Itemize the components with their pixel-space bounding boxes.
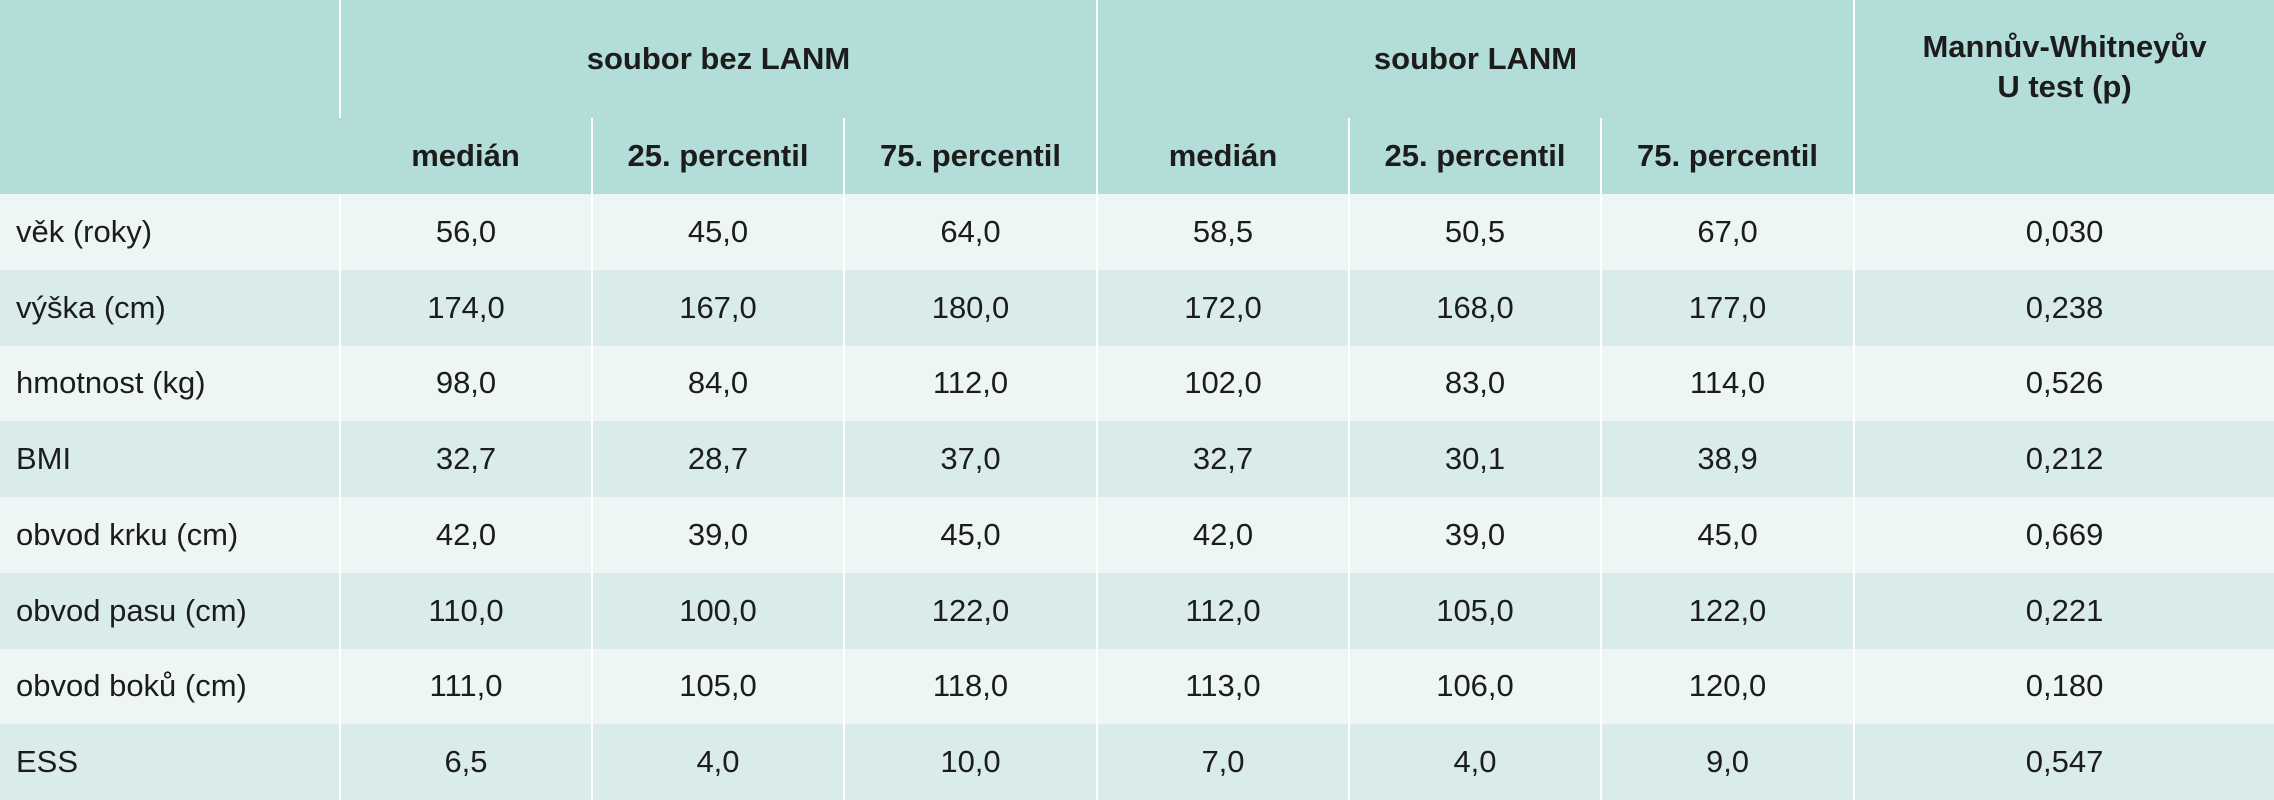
p-value-cell: 0,526 xyxy=(1853,345,2274,422)
header-p25-with: 25. percentil xyxy=(1348,118,1601,194)
table-cell: 67,0 xyxy=(1599,194,1855,270)
table-cell: 100,0 xyxy=(591,572,844,649)
table-cell: 4,0 xyxy=(591,724,844,800)
table-row: hmotnost (kg) 98,0 84,0 112,0 102,0 83,0… xyxy=(0,345,2274,422)
p-value-cell: 0,547 xyxy=(1853,724,2274,800)
table-row: ESS 6,5 4,0 10,0 7,0 4,0 9,0 0,547 xyxy=(0,724,2274,800)
table-cell: 42,0 xyxy=(339,497,592,573)
table-cell: 30,1 xyxy=(1348,421,1601,497)
row-label: výška (cm) xyxy=(0,269,340,346)
row-label: hmotnost (kg) xyxy=(0,345,340,422)
table-cell: 45,0 xyxy=(1599,497,1855,573)
table-cell: 39,0 xyxy=(1348,497,1601,573)
table-cell: 113,0 xyxy=(1096,648,1349,725)
table-cell: 172,0 xyxy=(1096,269,1349,346)
table-cell: 118,0 xyxy=(843,648,1097,725)
table-cell: 45,0 xyxy=(843,497,1097,573)
header-median-without: medián xyxy=(340,118,592,194)
p-value-cell: 0,212 xyxy=(1853,421,2274,497)
header-p75-without: 75. percentil xyxy=(843,118,1097,194)
p-value-cell: 0,238 xyxy=(1853,269,2274,346)
table-cell: 50,5 xyxy=(1348,194,1601,270)
table-cell: 28,7 xyxy=(591,421,844,497)
p-value-cell: 0,669 xyxy=(1853,497,2274,573)
header-group-with-lanm: soubor LANM xyxy=(1095,0,1855,118)
header-p75-with: 75. percentil xyxy=(1599,118,1855,194)
table-cell: 167,0 xyxy=(591,269,844,346)
table-cell: 112,0 xyxy=(843,345,1097,422)
row-label: obvod boků (cm) xyxy=(0,648,340,725)
table-cell: 32,7 xyxy=(1096,421,1349,497)
table-cell: 39,0 xyxy=(591,497,844,573)
table-cell: 112,0 xyxy=(1096,572,1349,649)
table-cell: 45,0 xyxy=(591,194,844,270)
table-cell: 32,7 xyxy=(339,421,592,497)
table-cell: 58,5 xyxy=(1096,194,1349,270)
table-cell: 105,0 xyxy=(591,648,844,725)
table-row: obvod boků (cm) 111,0 105,0 118,0 113,0 … xyxy=(0,648,2274,725)
table-cell: 6,5 xyxy=(339,724,592,800)
p-value-cell: 0,221 xyxy=(1853,572,2274,649)
table-cell: 122,0 xyxy=(1599,572,1855,649)
table-cell: 4,0 xyxy=(1348,724,1601,800)
table-cell: 106,0 xyxy=(1348,648,1601,725)
header-corner-cell xyxy=(0,0,340,194)
header-row-groups: soubor bez LANM soubor LANM Mannův-Whitn… xyxy=(0,0,2274,194)
table-cell: 38,9 xyxy=(1599,421,1855,497)
table-cell: 102,0 xyxy=(1096,345,1349,422)
table-cell: 10,0 xyxy=(843,724,1097,800)
table-cell: 122,0 xyxy=(843,572,1097,649)
header-row-subcolumns: medián 25. percentil 75. percentil mediá… xyxy=(0,118,2274,194)
table-cell: 110,0 xyxy=(339,572,592,649)
table-row: obvod pasu (cm) 110,0 100,0 122,0 112,0 … xyxy=(0,572,2274,649)
row-label: obvod pasu (cm) xyxy=(0,572,340,649)
header-test-line1: Mannův-Whitneyův xyxy=(1922,29,2207,64)
table-cell: 42,0 xyxy=(1096,497,1349,573)
table-cell: 120,0 xyxy=(1599,648,1855,725)
table-row: věk (roky) 56,0 45,0 64,0 58,5 50,5 67,0… xyxy=(0,194,2274,270)
table-cell: 9,0 xyxy=(1599,724,1855,800)
table-cell: 37,0 xyxy=(843,421,1097,497)
row-label: BMI xyxy=(0,421,340,497)
table-header: soubor bez LANM soubor LANM Mannův-Whitn… xyxy=(0,0,2274,194)
p-value-cell: 0,180 xyxy=(1853,648,2274,725)
table-cell: 168,0 xyxy=(1348,269,1601,346)
header-median-with: medián xyxy=(1096,118,1349,194)
table-cell: 98,0 xyxy=(339,345,592,422)
table-row: výška (cm) 174,0 167,0 180,0 172,0 168,0… xyxy=(0,269,2274,346)
table-cell: 56,0 xyxy=(339,194,592,270)
table-cell: 111,0 xyxy=(339,648,592,725)
p-value-cell: 0,030 xyxy=(1853,194,2274,270)
table-cell: 7,0 xyxy=(1096,724,1349,800)
table-cell: 180,0 xyxy=(843,269,1097,346)
header-test-line2: U test (p) xyxy=(1997,69,2132,104)
header-group-without-lanm: soubor bez LANM xyxy=(339,0,1097,118)
table-cell: 174,0 xyxy=(339,269,592,346)
table-cell: 105,0 xyxy=(1348,572,1601,649)
table-cell: 84,0 xyxy=(591,345,844,422)
table-body: věk (roky) 56,0 45,0 64,0 58,5 50,5 67,0… xyxy=(0,194,2274,800)
row-label: ESS xyxy=(0,724,340,800)
header-p25-without: 25. percentil xyxy=(591,118,844,194)
row-label: obvod krku (cm) xyxy=(0,497,340,573)
table-cell: 64,0 xyxy=(843,194,1097,270)
table-cell: 114,0 xyxy=(1599,345,1855,422)
header-mann-whitney-test: Mannův-Whitneyův U test (p) xyxy=(1853,0,2274,194)
table-row: BMI 32,7 28,7 37,0 32,7 30,1 38,9 0,212 xyxy=(0,421,2274,497)
row-label: věk (roky) xyxy=(0,194,340,270)
table-cell: 177,0 xyxy=(1599,269,1855,346)
table-row: obvod krku (cm) 42,0 39,0 45,0 42,0 39,0… xyxy=(0,497,2274,573)
table-cell: 83,0 xyxy=(1348,345,1601,422)
